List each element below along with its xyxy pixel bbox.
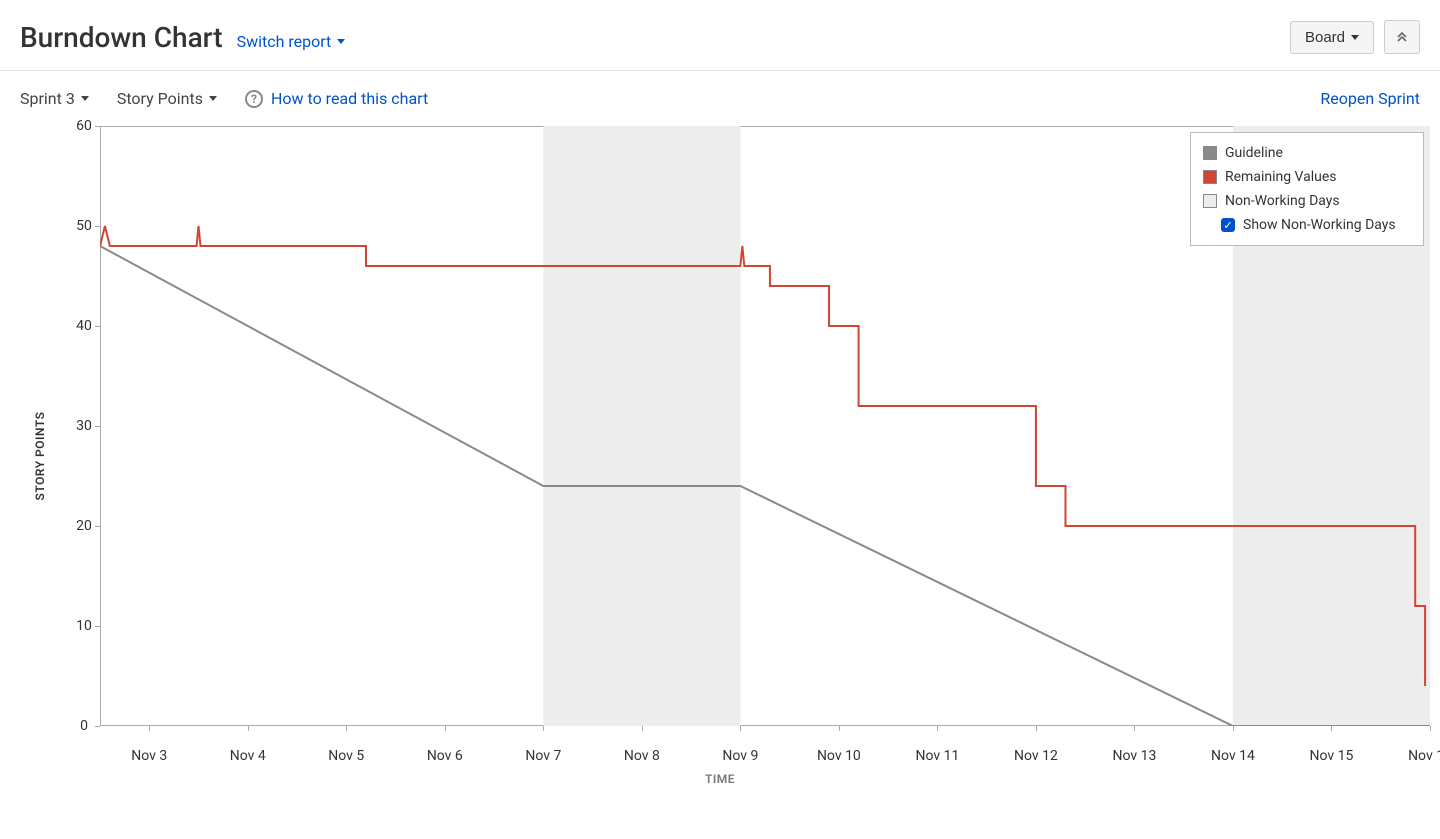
caret-down-icon (209, 96, 217, 101)
y-tick-label: 30 (76, 418, 92, 434)
x-tick-mark (1233, 726, 1234, 731)
x-tick-label: Nov 7 (525, 748, 561, 764)
legend-label-toggle: Show Non-Working Days (1243, 217, 1396, 233)
y-tick-label: 20 (76, 518, 92, 534)
x-tick-label: Nov 13 (1113, 748, 1157, 764)
x-tick-label: Nov 10 (817, 748, 861, 764)
x-tick-label: Nov 3 (131, 748, 167, 764)
caret-down-icon (81, 96, 89, 101)
x-tick-label: Nov 4 (230, 748, 266, 764)
x-axis-title: TIME (705, 772, 735, 786)
legend-row-toggle[interactable]: ✓ Show Non-Working Days (1203, 213, 1411, 237)
caret-down-icon (1351, 35, 1359, 40)
help-link[interactable]: ? How to read this chart (245, 89, 428, 108)
x-tick-mark (1036, 726, 1037, 731)
legend-row-nonworking: Non-Working Days (1203, 189, 1411, 213)
x-tick-mark (1134, 726, 1135, 731)
legend-label-remaining: Remaining Values (1225, 169, 1337, 185)
legend-label-guideline: Guideline (1225, 145, 1283, 161)
legend-swatch-remaining (1203, 170, 1217, 184)
x-tick-mark (248, 726, 249, 731)
x-tick-mark (1331, 726, 1332, 731)
subheader: Sprint 3 Story Points ? How to read this… (0, 71, 1440, 116)
x-tick-label: Nov 16 (1408, 748, 1440, 764)
estimation-dropdown-label: Story Points (117, 89, 203, 108)
x-tick-label: Nov 14 (1211, 748, 1255, 764)
switch-report-link[interactable]: Switch report (237, 32, 346, 51)
x-tick-mark (839, 726, 840, 731)
x-tick-mark (642, 726, 643, 731)
page-header: Burndown Chart Switch report Board (0, 0, 1440, 71)
x-tick-label: Nov 15 (1310, 748, 1354, 764)
show-nonworking-checkbox[interactable]: ✓ (1221, 218, 1235, 232)
chart-legend: Guideline Remaining Values Non-Working Day… (1190, 132, 1424, 246)
x-tick-mark (740, 726, 741, 731)
reopen-sprint-link[interactable]: Reopen Sprint (1320, 89, 1420, 108)
y-tick-label: 50 (76, 218, 92, 234)
x-tick-mark (346, 726, 347, 731)
y-tick-label: 60 (76, 118, 92, 134)
chart-frame: STORY POINTS TIME 0102030405060Nov 3Nov … (20, 126, 1420, 786)
y-tick-label: 10 (76, 618, 92, 634)
question-circle-icon: ? (245, 90, 263, 108)
x-tick-label: Nov 11 (915, 748, 959, 764)
x-tick-mark (1430, 726, 1431, 731)
collapse-button[interactable] (1384, 20, 1420, 54)
y-tick-mark (95, 526, 100, 527)
y-tick-mark (95, 426, 100, 427)
subheader-left: Sprint 3 Story Points ? How to read this… (20, 89, 428, 108)
x-tick-label: Nov 6 (427, 748, 463, 764)
y-tick-mark (95, 326, 100, 327)
x-tick-mark (445, 726, 446, 731)
board-button[interactable]: Board (1290, 21, 1374, 54)
x-tick-label: Nov 12 (1014, 748, 1058, 764)
x-tick-mark (543, 726, 544, 731)
x-tick-label: Nov 8 (624, 748, 660, 764)
y-axis-title: STORY POINTS (33, 412, 47, 501)
legend-swatch-nonworking (1203, 194, 1217, 208)
switch-report-label: Switch report (237, 32, 332, 51)
estimation-dropdown[interactable]: Story Points (117, 89, 217, 108)
y-tick-label: 40 (76, 318, 92, 334)
board-button-label: Board (1305, 29, 1345, 46)
guideline-series (100, 246, 1430, 726)
y-tick-mark (95, 726, 100, 727)
sprint-dropdown-label: Sprint 3 (20, 89, 75, 108)
remaining-values-series (100, 226, 1425, 686)
legend-label-nonworking: Non-Working Days (1225, 193, 1340, 209)
x-tick-mark (149, 726, 150, 731)
non-working-day-band (543, 126, 740, 726)
page-title: Burndown Chart (20, 21, 223, 54)
chart-container: STORY POINTS TIME 0 10 20 30 40 50 60 Nov 3 Nov … (0, 116, 1440, 786)
x-tick-mark (937, 726, 938, 731)
chevron-double-up-icon (1395, 30, 1409, 44)
legend-row-guideline: Guideline (1203, 141, 1411, 165)
legend-row-remaining: Remaining Values (1203, 165, 1411, 189)
x-tick-label: Nov 9 (722, 748, 758, 764)
x-tick-label: Nov 5 (328, 748, 364, 764)
y-tick-mark (95, 226, 100, 227)
y-tick-mark (95, 626, 100, 627)
legend-swatch-guideline (1203, 146, 1217, 160)
help-link-label: How to read this chart (271, 89, 428, 108)
caret-down-icon (337, 39, 345, 44)
sprint-dropdown[interactable]: Sprint 3 (20, 89, 89, 108)
y-tick-label: 0 (80, 718, 88, 734)
y-tick-mark (95, 126, 100, 127)
header-left: Burndown Chart Switch report (20, 21, 345, 54)
header-right: Board (1290, 20, 1420, 54)
